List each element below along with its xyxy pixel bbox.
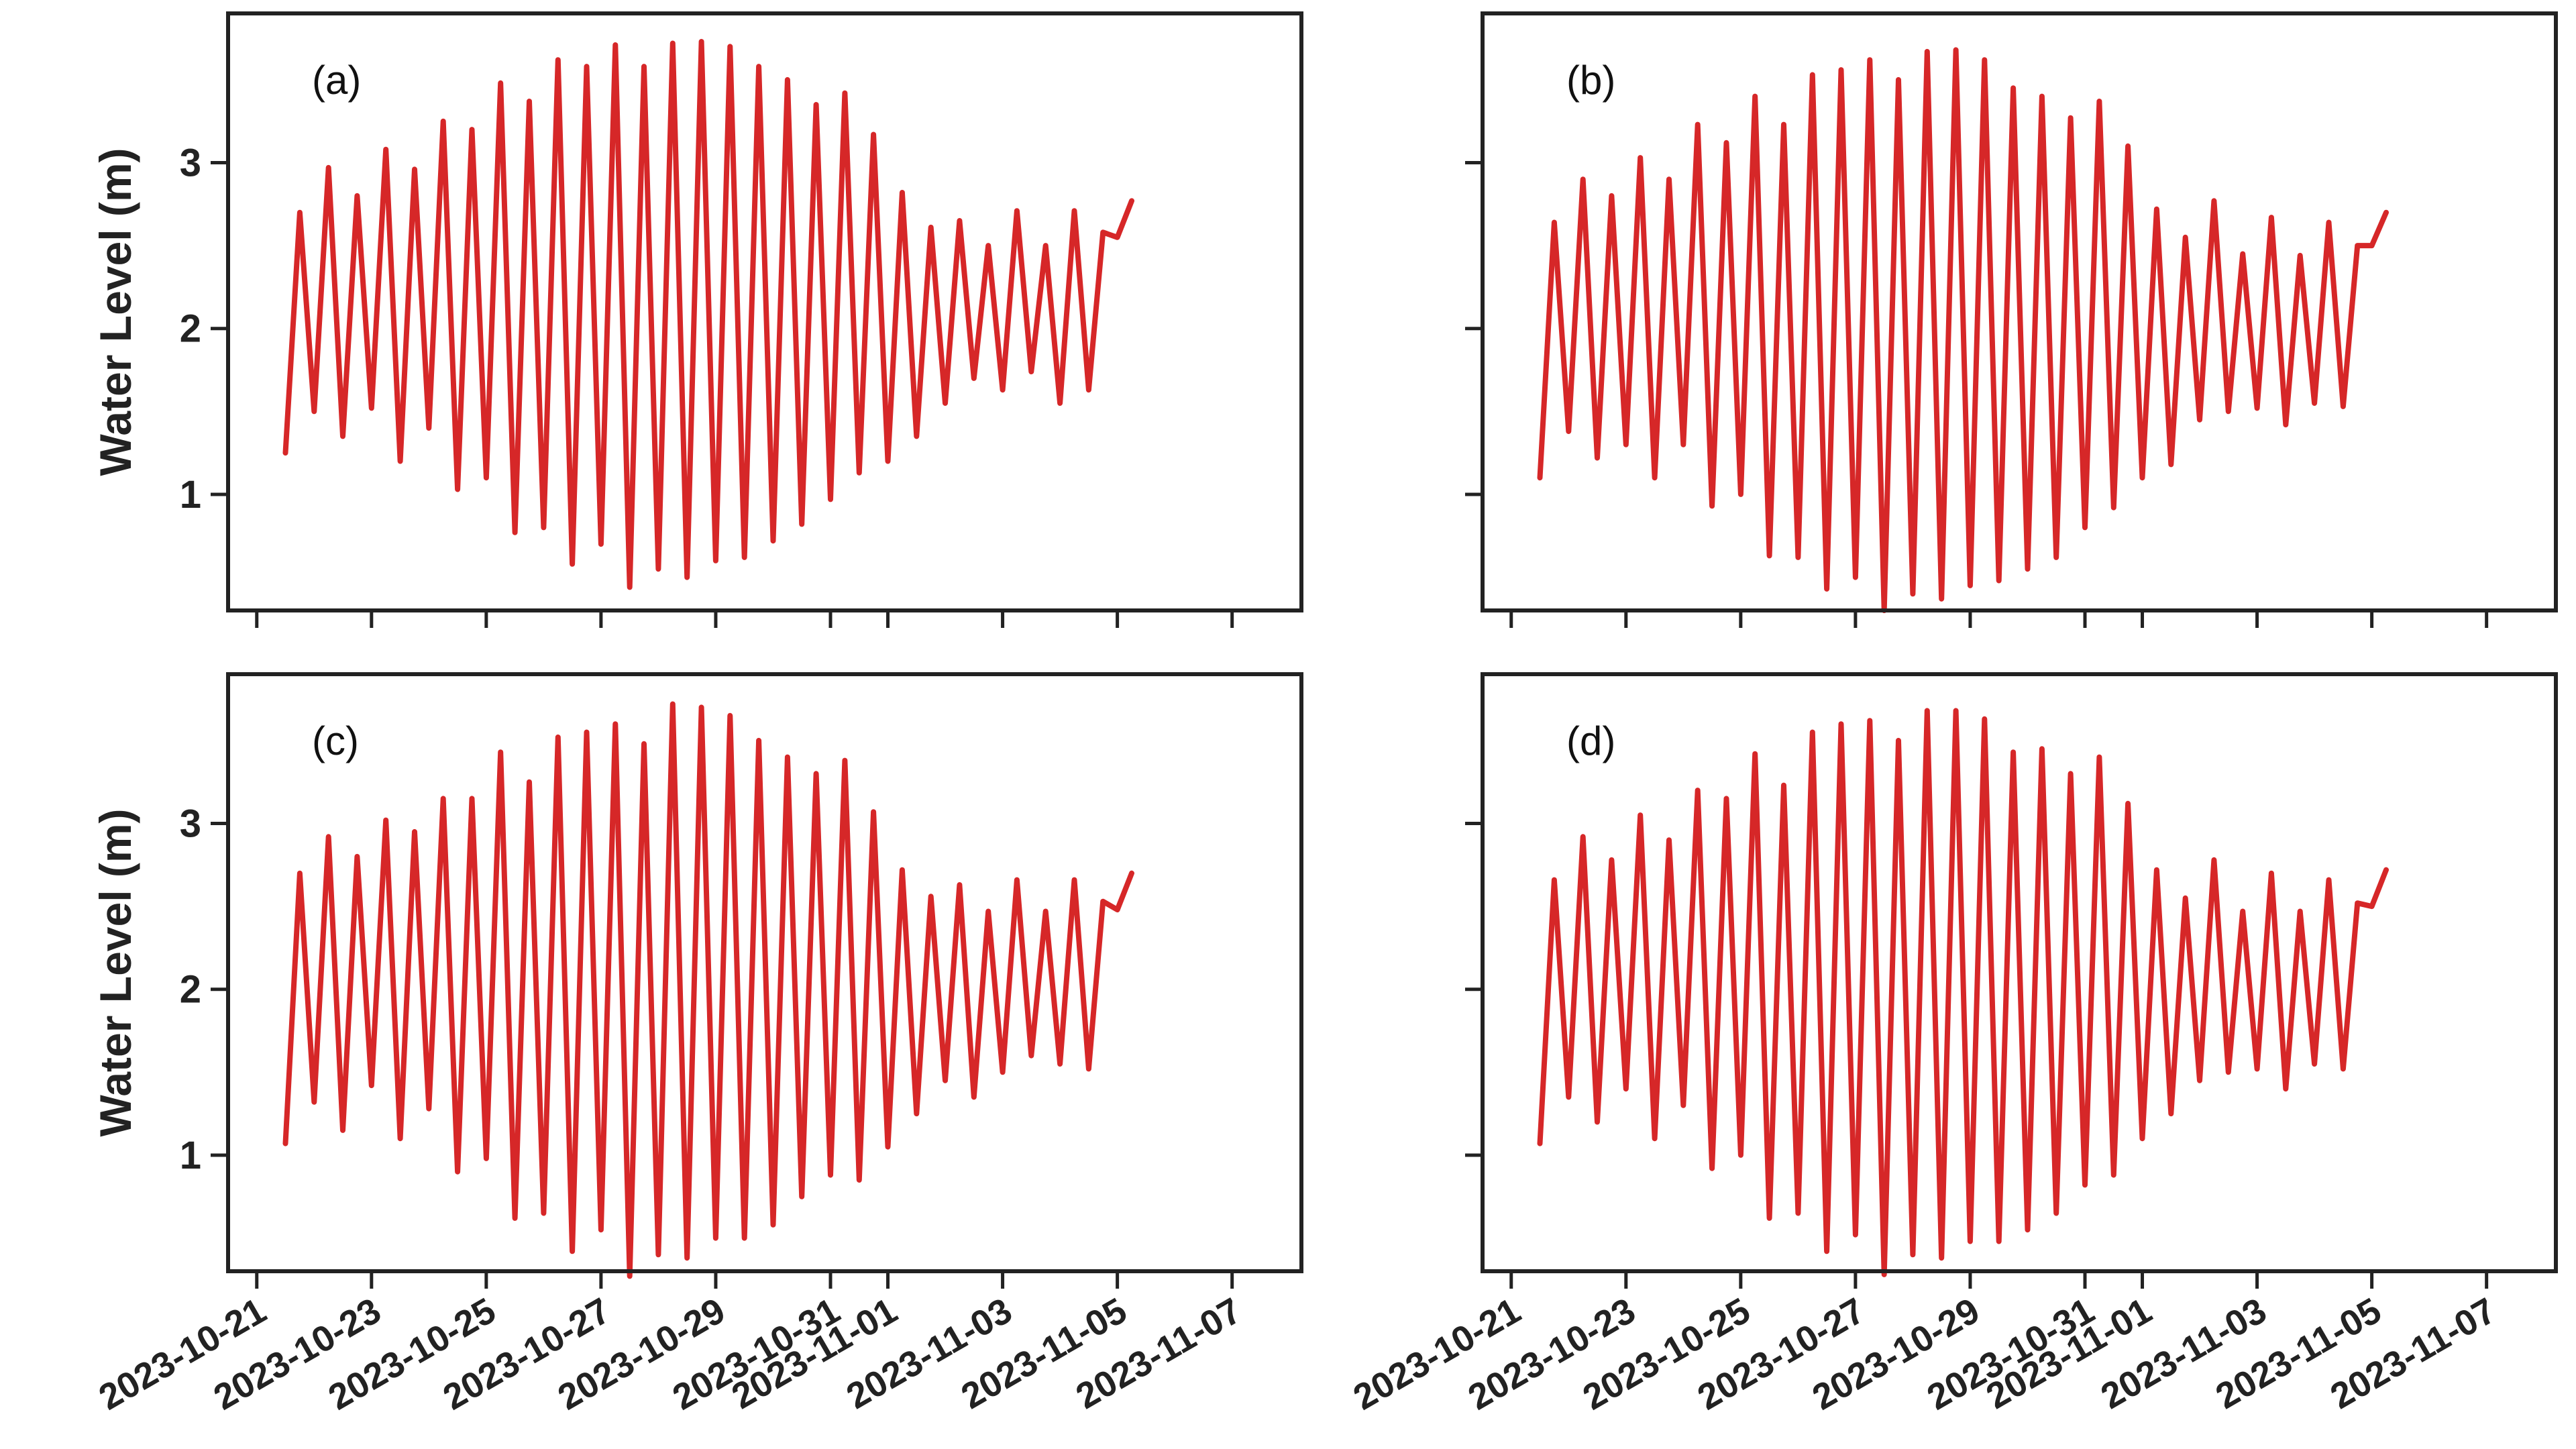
panel-label: (c) [312,718,359,763]
chart-panel-2: (b) [1465,11,2558,628]
panel-label: (b) [1566,58,1615,103]
axes-frame [1481,11,2558,612]
y-tick-label: 2 [180,307,201,351]
series-line-water-level [1537,47,2389,613]
y-tick-label: 1 [180,473,201,517]
y-tick-label: 2 [180,968,201,1012]
series-line-water-level [282,701,1134,1279]
panel-label: (d) [1566,718,1615,763]
axes-frame [226,11,1303,612]
y-tick-label: 3 [180,802,201,846]
chart-panel-3: 1232023-10-212023-10-232023-10-252023-10… [91,672,1303,1418]
chart-panel-4: 2023-10-212023-10-232023-10-252023-10-27… [1347,672,2558,1418]
panel-label: (a) [312,58,361,103]
y-axis-label: Water Level (m) [91,808,140,1136]
y-tick-label: 1 [180,1134,201,1177]
axes-frame [226,672,1303,1273]
series-line-water-level [1537,708,2389,1277]
y-axis-label: Water Level (m) [91,148,140,476]
axes-frame [1481,672,2558,1273]
series-line-water-level [282,39,1134,590]
chart-panel-1: 1 2 3 (a) Water Level (m) [91,11,1303,628]
y-tick-label: 3 [180,142,201,185]
